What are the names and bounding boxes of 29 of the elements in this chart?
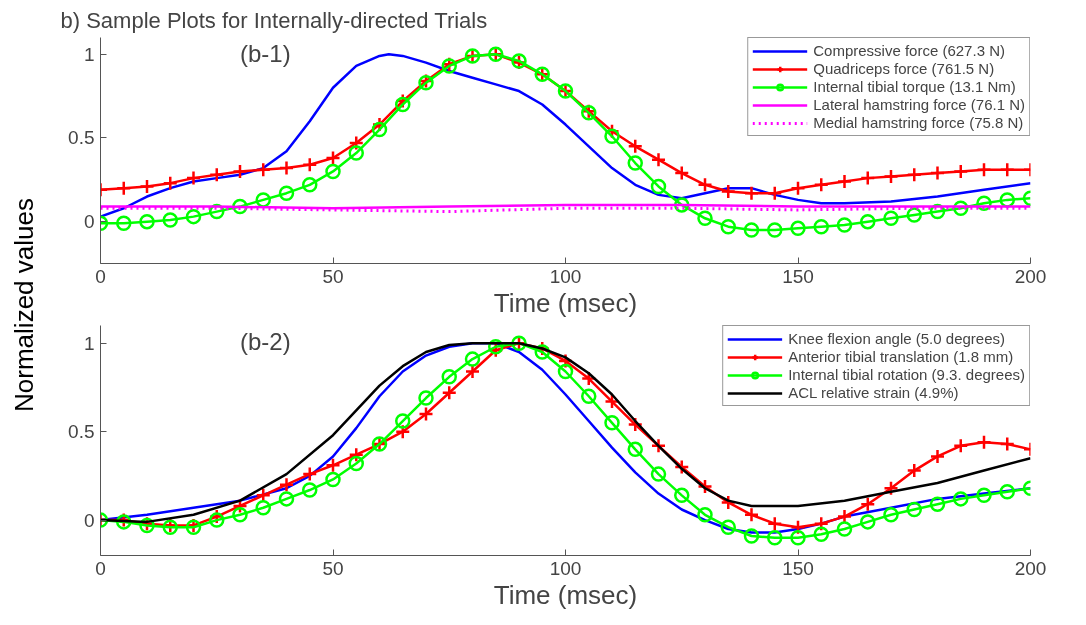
x-tick-label: 100 [549,265,582,287]
legend-label: Lateral hamstring force (76.1 N) [813,96,1025,113]
y-tick-label: 0 [83,211,95,233]
x-tick-label: 150 [782,265,814,287]
chart-title: b) Sample Plots for Internally-directed Trials [60,7,488,33]
y-tick-label: 0.5 [68,421,95,443]
y-axis-title: Normalized values [8,198,41,412]
annotation: (b-2) [240,327,291,355]
x-tick-label: 50 [322,557,344,579]
legend-label: Internal tibial rotation (9.3. degrees) [788,366,1025,383]
legend-label: ACL relative strain (4.9%) [788,384,959,401]
x-tick-label: 50 [322,265,344,287]
legend-label: Knee flexion angle (5.0 degrees) [788,330,1005,347]
y-tick-label: 0.5 [68,127,95,149]
annotation: (b-1) [240,39,291,67]
y-tick-label: 0 [83,509,95,531]
x-tick-label: 150 [782,557,814,579]
legend-label: Internal tibial torque (13.1 Nm) [813,78,1016,95]
legend-label: Anterior tibial translation (1.8 mm) [788,348,1014,365]
legend-label: Medial hamstring force (75.8 N) [813,114,1024,131]
x-tick-label: 100 [549,557,582,579]
y-tick-label: 1 [83,43,95,65]
legend-label: Quadriceps force (761.5 N) [813,60,995,77]
x-axis-title: Time (msec) [493,579,638,610]
x-tick-label: 200 [1014,265,1047,287]
y-tick-label: 1 [83,332,95,354]
x-axis-title: Time (msec) [493,287,638,318]
legend-label: Compressive force (627.3 N) [813,42,1005,59]
x-tick-label: 200 [1014,557,1047,579]
